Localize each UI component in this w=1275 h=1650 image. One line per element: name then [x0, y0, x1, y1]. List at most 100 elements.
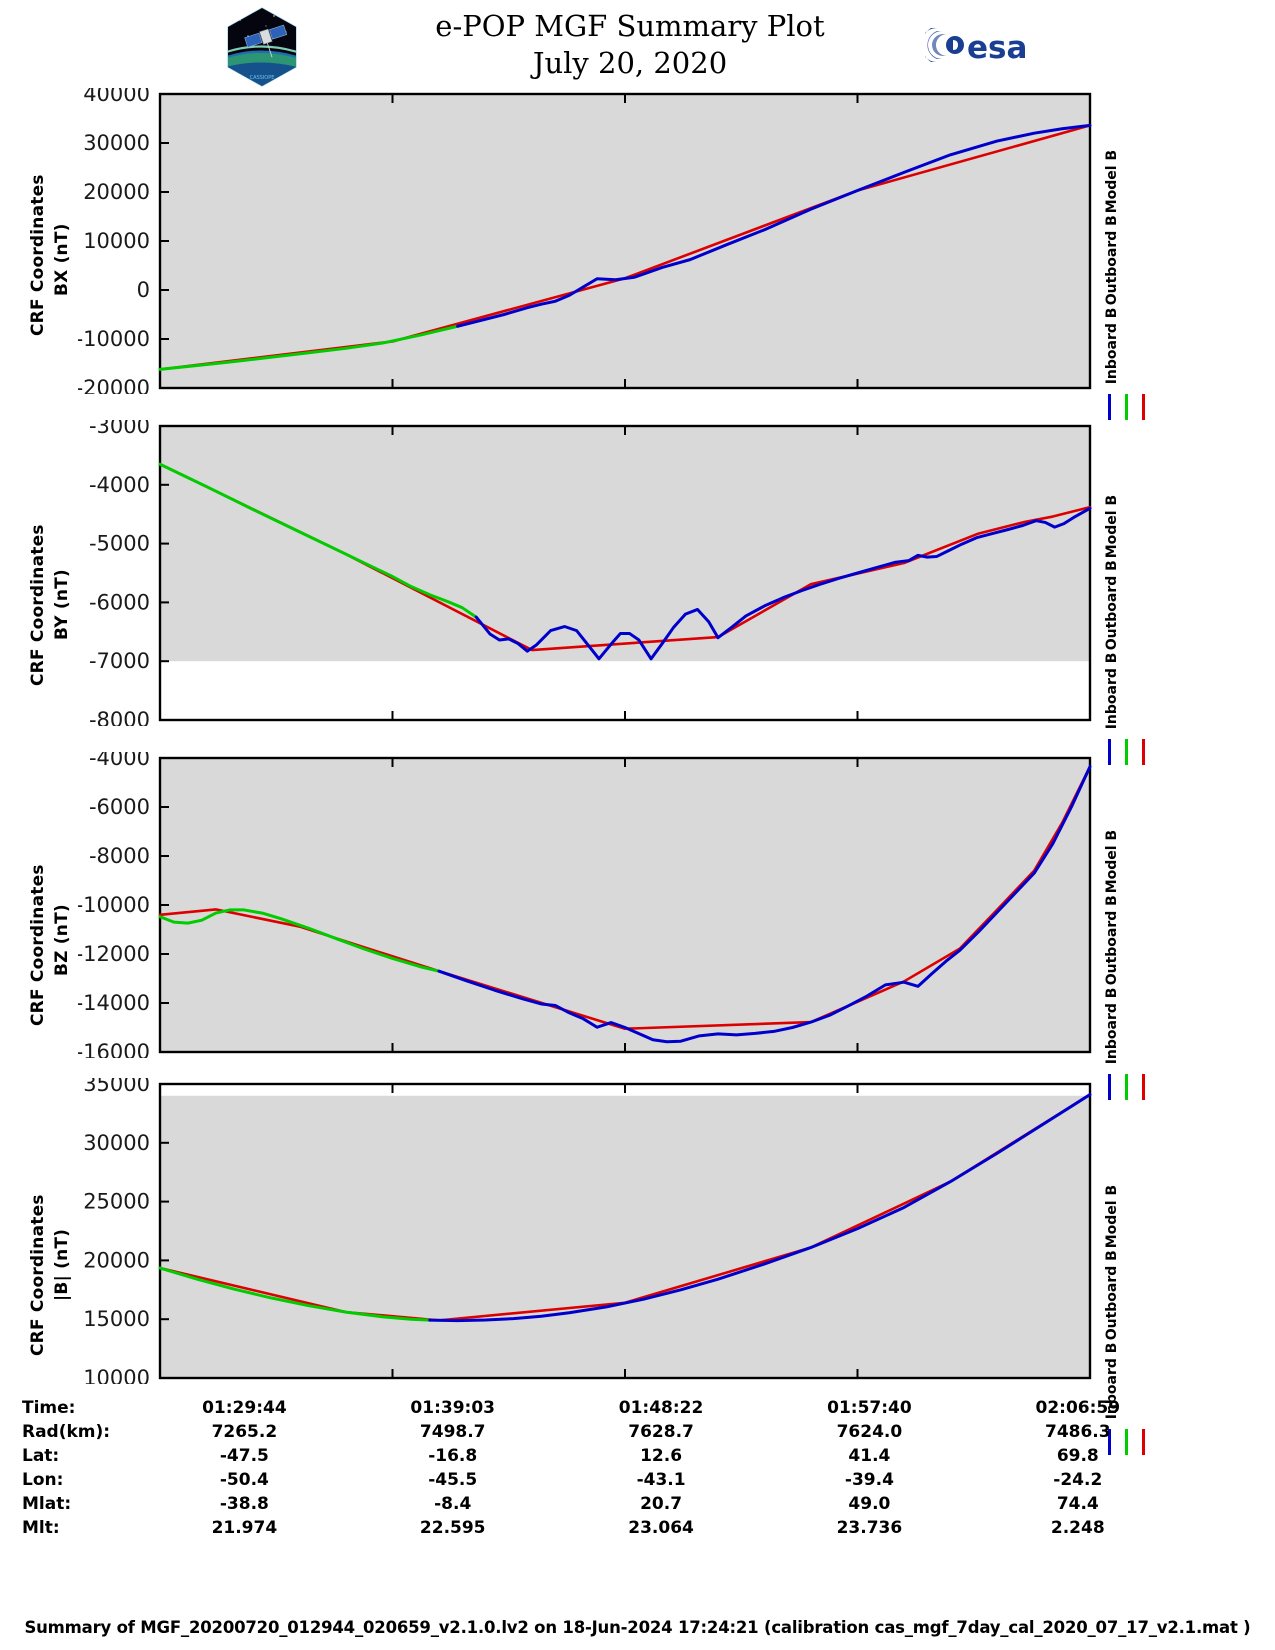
y-axis-tick-label: 10000	[83, 229, 150, 253]
table-cell: 22.595	[419, 1518, 486, 1538]
y-axis-tick-label: 30000	[83, 131, 150, 155]
table-cell: -16.8	[428, 1446, 478, 1466]
table-cell: 69.8	[1056, 1446, 1099, 1466]
plot-frame	[158, 1082, 1092, 1380]
legend-swatch-inboard	[1108, 1074, 1111, 1101]
table-cell: 01:39:03	[410, 1398, 495, 1418]
table-row-label: Rad(km):	[22, 1422, 111, 1442]
y-axis-tick-label: 30000	[83, 1131, 150, 1155]
table-cell: -43.1	[636, 1470, 686, 1490]
table-cell: 23.736	[836, 1518, 903, 1538]
panel-bmag-ylabel: CRF Coordinates	[28, 1194, 48, 1356]
table-cell: 12.6	[640, 1446, 683, 1466]
legend-swatch-outboard	[1125, 1429, 1128, 1456]
legend-swatch-inboard	[1108, 739, 1111, 766]
esa-wordmark: esa	[967, 30, 1027, 66]
legend-swatch-outboard	[1125, 394, 1128, 421]
panel-bx-ylabel-unit: BX (nT)	[52, 223, 72, 297]
legend-swatch-model	[1142, 394, 1145, 421]
panel-by: -3000 -4000 -5000 -6000 -7000 -8000	[78, 420, 1098, 726]
y-axis-tick-label: -10000	[78, 327, 150, 351]
series-line-inboard-b	[428, 1093, 1092, 1323]
table-cell: -50.4	[219, 1470, 269, 1490]
legend-swatches	[1105, 739, 1175, 766]
table-row-label: Mlt:	[22, 1518, 60, 1538]
y-axis-tick-label: 40000	[83, 88, 150, 106]
series-line-outboard-b	[158, 462, 478, 619]
y-axis-tick-label: 10000	[83, 1366, 150, 1384]
panel-bx-ylabel: CRF Coordinates	[28, 174, 48, 336]
table-cell: 01:57:40	[827, 1398, 912, 1418]
table-cell: 7628.7	[628, 1422, 694, 1442]
y-axis-tick-label: 25000	[83, 1190, 150, 1214]
y-axis-tick-label: -6000	[89, 795, 150, 819]
y-axis-tick-label: -7000	[89, 649, 150, 673]
y-axis-tick-label: -6000	[89, 590, 150, 614]
panel-bx-legend: Inboard B Outboard B Model B	[1104, 150, 1175, 421]
table-row-label: Lon:	[22, 1470, 64, 1490]
legend-labels: Inboard B Outboard B Model B	[1104, 830, 1120, 1065]
panel-bz-ylabel: CRF Coordinates	[28, 864, 48, 1026]
table-cell: 7624.0	[836, 1422, 903, 1442]
panel-bz-ylabel-unit: BZ (nT)	[52, 904, 72, 976]
legend-label-outboard: Outboard B	[1104, 895, 1120, 986]
table-cell: 21.974	[211, 1518, 278, 1538]
y-axis-tick-label: -8000	[89, 708, 150, 726]
legend-swatch-model	[1142, 1074, 1145, 1101]
series-line-inboard-b	[474, 506, 1092, 661]
panel-by-ylabel: CRF Coordinates	[28, 524, 48, 686]
title-line-1: e-POP MGF Summary Plot	[435, 9, 825, 43]
plot-frame	[158, 424, 1092, 722]
y-axis-tick-label: 0	[137, 278, 150, 302]
legend-label-outboard: Outboard B	[1104, 215, 1120, 306]
table-cell: 49.0	[848, 1494, 891, 1514]
panel-bmag-ylabel-unit: |B| (nT)	[52, 1228, 72, 1302]
series-line-inboard-b	[456, 123, 1092, 328]
table-cell: 7265.2	[211, 1422, 278, 1442]
legend-swatches	[1105, 1074, 1175, 1101]
y-axis-tick-label: -14000	[78, 991, 150, 1015]
y-axis-tick-label: -12000	[78, 942, 150, 966]
series-line-outboard-b	[158, 1266, 432, 1322]
legend-labels: Inboard B Outboard B Model B	[1104, 1185, 1120, 1419]
table-row-label: Lat:	[22, 1446, 60, 1466]
y-axis-tick-label: -4000	[89, 473, 150, 497]
table-cell: -8.4	[434, 1494, 472, 1514]
table-row: Time: 01:29:44 01:39:03 01:48:22 01:57:40 02:…	[22, 1396, 1182, 1420]
plot-frame	[158, 756, 1092, 1054]
table-cell: 02:06:59	[1035, 1398, 1121, 1418]
y-axis-tick-label: 15000	[83, 1307, 150, 1331]
y-axis-tick-label: -4000	[89, 752, 150, 770]
table-row-label: Mlat:	[22, 1494, 72, 1514]
legend-swatches	[1105, 1429, 1175, 1456]
plot-background	[160, 94, 1090, 388]
legend-labels: Inboard B Outboard B Model B	[1104, 150, 1120, 385]
title-line-2: July 20, 2020	[532, 46, 728, 81]
legend-swatch-outboard	[1125, 1074, 1128, 1101]
panel-bx: 40000 30000 20000 10000 0 -10000 -20000	[78, 88, 1098, 394]
table-cell: -45.5	[428, 1470, 478, 1490]
legend-label-model: Model B	[1104, 1185, 1120, 1249]
legend-label-model: Model B	[1104, 150, 1120, 214]
legend-label-model: Model B	[1104, 830, 1120, 894]
panel-by-legend: Inboard B Outboard B Model B	[1104, 495, 1175, 766]
legend-swatch-inboard	[1108, 1429, 1111, 1456]
table-cell: 2.248	[1050, 1518, 1105, 1538]
legend-label-inboard: Inboard B	[1104, 987, 1120, 1065]
legend-swatch-model	[1142, 1429, 1145, 1456]
table-cell: -47.5	[219, 1446, 269, 1466]
table-cell: -39.4	[844, 1470, 894, 1490]
footer-caption: Summary of MGF_20200720_012944_020659_v2…	[24, 1618, 1251, 1637]
table-cell: 20.7	[640, 1494, 683, 1514]
legend-label-inboard: Inboard B	[1104, 652, 1120, 730]
panel-by-ylabel-unit: BY (nT)	[52, 569, 72, 641]
table-row: Rad(km): 7265.2 7498.7 7628.7 7624.0 7486.3	[22, 1420, 1182, 1444]
series-line-outboard-b	[158, 324, 460, 371]
table-cell: 7498.7	[419, 1422, 486, 1442]
table-cell: -38.8	[219, 1494, 269, 1514]
svg-text:CASSIOPE: CASSIOPE	[250, 75, 275, 81]
table-row: Mlat: -38.8 -8.4 20.7 49.0 74.4	[22, 1492, 1182, 1516]
legend-label-inboard: Inboard B	[1104, 307, 1120, 385]
table-cell: 41.4	[848, 1446, 891, 1466]
